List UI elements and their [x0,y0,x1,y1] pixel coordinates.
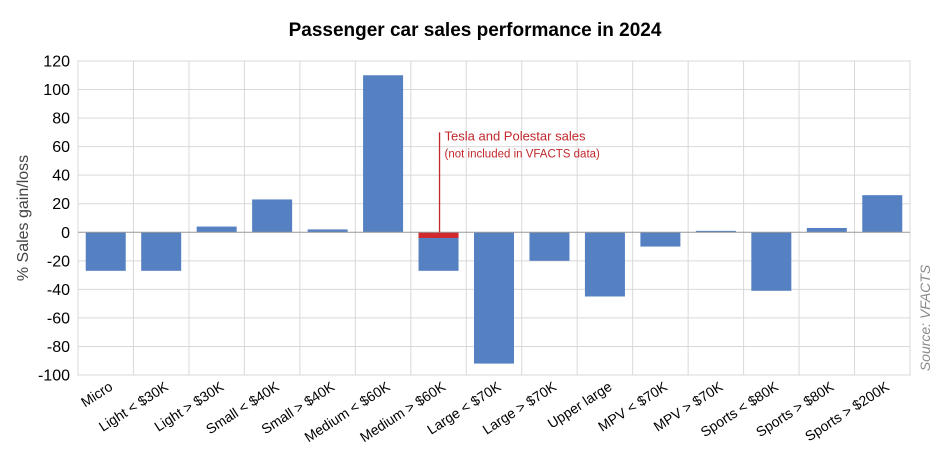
bar [141,232,182,271]
annotation-subtext: (not included in VFACTS data) [445,148,600,160]
annotation-text: Tesla and Polestar sales [445,128,586,143]
bar [252,199,293,233]
bar [474,232,514,364]
bar [695,230,736,233]
y-tick-label: -60 [47,310,70,327]
y-tick-label: -100 [38,368,70,385]
bar [307,229,348,233]
bar [529,232,570,261]
y-tick-label: 100 [43,82,70,99]
y-tick-label: 0 [61,225,70,242]
y-tick-label: 40 [52,168,70,185]
y-tick-label: 60 [52,139,70,156]
highlight-bar-segment [418,232,459,238]
x-tick-label: Micro [78,378,116,410]
y-axis-label: % Sales gain/loss [15,155,32,281]
bar [85,232,126,271]
y-axis-ticks: 120 100 80 60 40 20 0 -20 -40 -60 -80 -100 [38,54,70,385]
y-tick-label: -40 [47,282,70,299]
y-tick-label: -20 [47,253,70,270]
bar [751,232,792,291]
y-tick-label: 80 [52,111,70,128]
y-tick-label: 120 [43,54,70,71]
y-tick-label: 20 [52,196,70,213]
bar [196,226,237,233]
bars [85,75,903,364]
y-tick-label: -80 [47,339,70,356]
chart-title: Passenger car sales performance in 2024 [289,20,662,41]
bar [806,227,847,233]
bar [418,232,459,271]
highlight-layer [418,232,459,238]
bar [862,195,903,233]
source-note: Source: VFACTS [917,264,933,371]
bar [584,232,625,297]
bar [363,75,404,233]
bar [640,232,681,247]
